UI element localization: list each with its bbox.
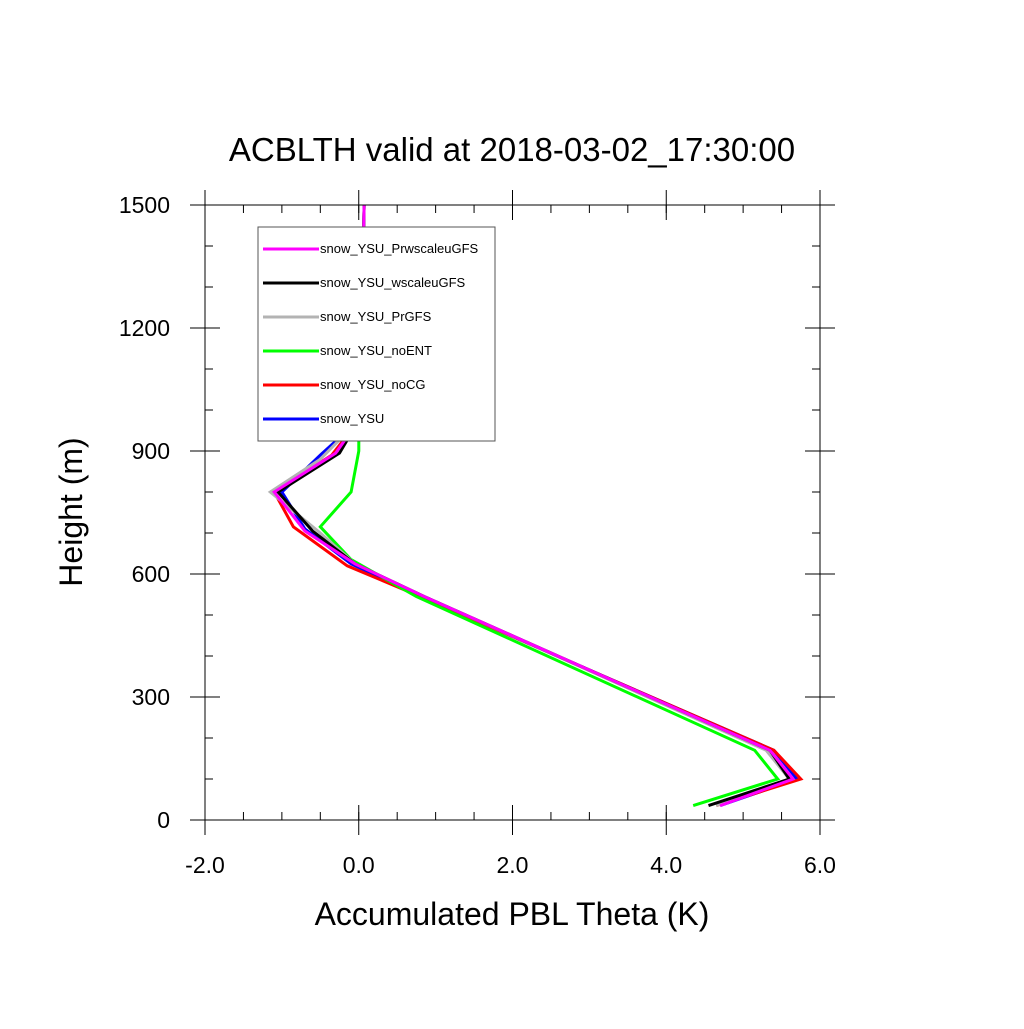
x-tick-label: 0.0 [343, 852, 375, 878]
x-tick-label: 2.0 [497, 852, 529, 878]
legend-box [257, 226, 496, 442]
x-tick-label: -2.0 [185, 852, 225, 878]
legend-label: snow_YSU_PrGFS [320, 309, 432, 324]
legend-label: snow_YSU_PrwscaleuGFS [320, 241, 479, 256]
y-tick-label: 1200 [119, 315, 170, 341]
y-tick-label: 600 [132, 561, 170, 587]
y-tick-label: 900 [132, 438, 170, 464]
legend-label: snow_YSU_wscaleuGFS [320, 275, 466, 290]
legend: snow_YSU_PrwscaleuGFS snow_YSU_wscaleuGFS… [257, 226, 496, 442]
x-tick-label: 4.0 [650, 852, 682, 878]
legend-label: snow_YSU_noCG [320, 377, 426, 392]
y-tick-label: 0 [157, 807, 170, 833]
ticks-layer: -2.0 0.0 2.0 4.0 6.0 0 300 600 900 1200 1500 [119, 190, 836, 878]
y-tick-label: 1500 [119, 192, 170, 218]
legend-label: snow_YSU_noENT [320, 343, 432, 358]
legend-label: snow_YSU [320, 411, 384, 426]
y-tick-label: 300 [132, 684, 170, 710]
x-tick-label: 6.0 [804, 852, 836, 878]
x-axis-title: Accumulated PBL Theta (K) [315, 896, 710, 932]
chart-title: ACBLTH valid at 2018-03-02_17:30:00 [229, 131, 795, 168]
y-axis-title: Height (m) [53, 437, 89, 586]
plot-frame [204, 204, 821, 821]
